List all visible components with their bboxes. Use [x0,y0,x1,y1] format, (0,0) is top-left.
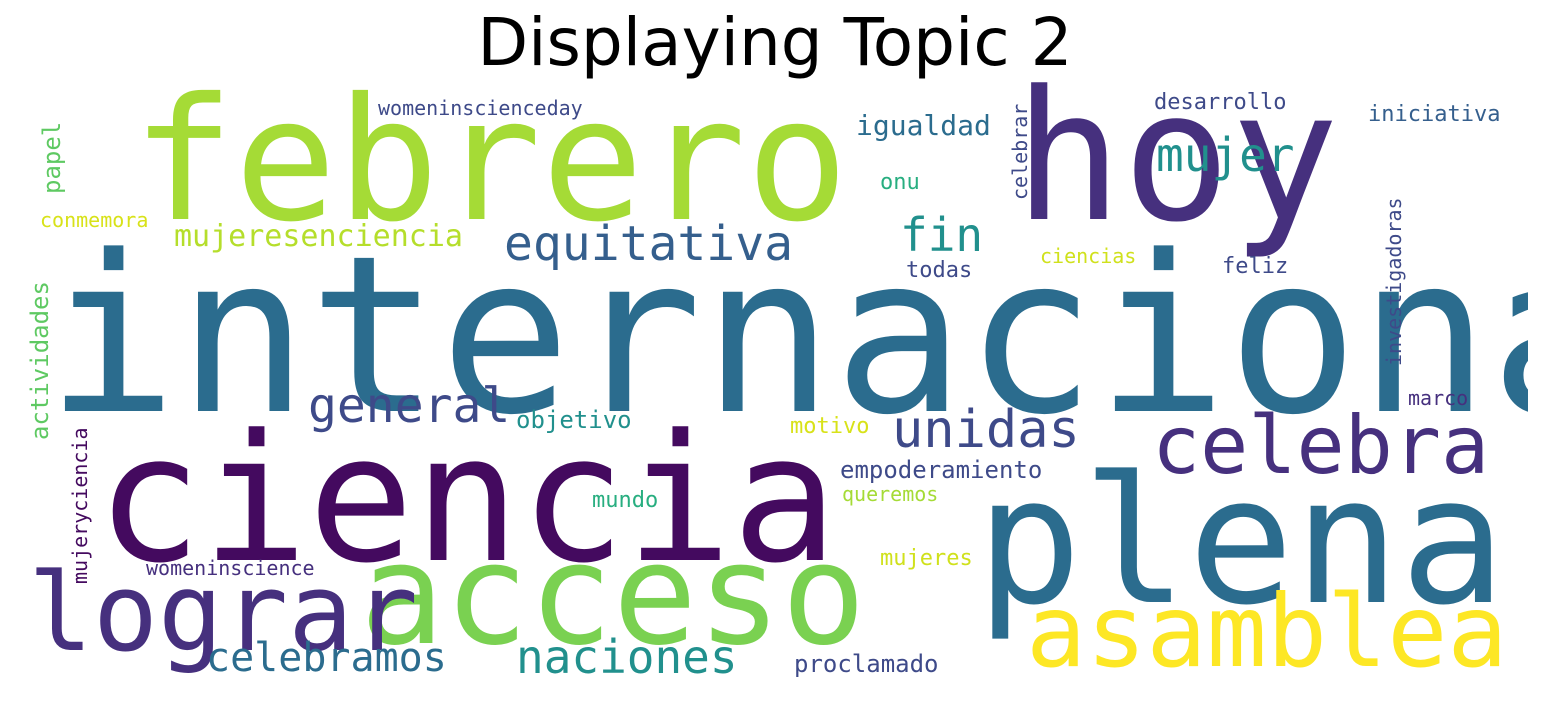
word-actividades: actividades [26,281,54,440]
word-objetivo: objetivo [516,406,632,434]
word-investigadoras: investigadoras [1382,197,1406,366]
word-motivo: motivo [790,414,870,439]
word-hoy: hoy [1014,82,1340,262]
word-unidas: unidas [892,400,1080,460]
chart-title: Displaying Topic 2 [477,4,1073,81]
word-igualdad: igualdad [856,109,991,142]
word-marco: marco [1408,386,1469,410]
word-cloud: internacional ciencia febrero hoy plena … [24,82,1528,702]
word-mujeryciencia: mujeryciencia [68,427,92,584]
word-lograr: lograr [28,551,419,676]
word-womeninscience: womeninscience [146,556,315,580]
word-proclamado: proclamado [794,650,939,678]
word-empoderamiento: empoderamiento [840,456,1043,484]
word-mundo: mundo [592,488,659,513]
word-onu: onu [880,170,920,195]
word-mujeres: mujeres [880,546,973,571]
word-fin: fin [900,208,984,262]
word-iniciativa: iniciativa [1368,102,1501,127]
word-mujer: mujer [1156,128,1295,182]
word-ciencia: ciencia [96,397,838,602]
word-desarrollo: desarrollo [1154,90,1287,115]
word-celebramos: celebramos [206,635,447,681]
word-acceso: acceso [360,514,866,677]
word-mujeresenciencia: mujeresenciencia [174,219,463,254]
word-ciencias: ciencias [1040,244,1137,268]
word-todas: todas [906,258,973,283]
word-asamblea: asamblea [1026,573,1508,690]
word-internacional: internacional [46,210,1528,463]
word-womeninscienceday: womeninscienceday [378,96,583,120]
word-queremos: queremos [842,482,939,506]
word-naciones: naciones [516,630,738,684]
word-general: general [308,378,511,434]
word-conmemora: conmemora [40,208,149,232]
word-feliz: feliz [1222,254,1289,279]
word-febrero: febrero [132,82,849,260]
word-celebrar: celebrar [1008,103,1032,200]
word-papel: papel [38,121,66,194]
word-plena: plena [976,439,1506,644]
word-equitativa: equitativa [504,216,793,272]
word-celebra: celebra [1152,399,1490,492]
